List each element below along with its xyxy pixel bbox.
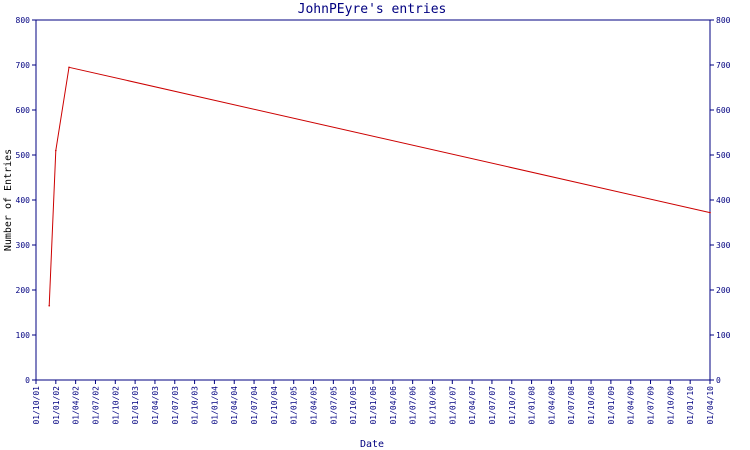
y-tick-label-left-2: 200 <box>16 286 31 295</box>
x-tick-label-3: 01/07/02 <box>91 386 100 425</box>
y-tick-label-right-5: 500 <box>716 151 731 160</box>
y-tick-label-left-5: 500 <box>16 151 31 160</box>
x-tick-label-22: 01/04/07 <box>468 386 477 425</box>
y-tick-label-right-2: 200 <box>716 286 731 295</box>
y-tick-label-left-6: 600 <box>16 106 31 115</box>
y-tick-label-right-8: 800 <box>716 16 731 25</box>
data-point-0-0 <box>48 304 51 307</box>
y-tick-label-left-3: 300 <box>16 241 31 250</box>
x-tick-label-32: 01/10/09 <box>666 386 675 425</box>
x-tick-label-8: 01/10/03 <box>191 386 200 425</box>
x-tick-label-10: 01/04/04 <box>230 386 239 425</box>
x-tick-label-14: 01/04/05 <box>310 386 319 425</box>
y-tick-label-left-1: 100 <box>16 331 31 340</box>
y-ticks-right: 0 100 200 300 400 500 600 700 800 <box>710 16 731 385</box>
x-tick-label-24: 01/10/07 <box>508 386 517 425</box>
x-tick-label-5: 01/01/03 <box>131 386 140 425</box>
y-tick-label-right-1: 100 <box>716 331 731 340</box>
x-tick-label-18: 01/04/06 <box>389 386 398 425</box>
x-tick-label-12: 01/10/04 <box>270 386 279 425</box>
x-tick-label-13: 01/01/05 <box>290 386 299 425</box>
x-tick-label-25: 01/01/08 <box>528 386 537 425</box>
x-tick-label-20: 01/10/06 <box>428 386 437 425</box>
x-tick-label-11: 01/07/04 <box>250 386 259 425</box>
y-axis-label: Number of Entries <box>3 149 14 251</box>
x-tick-label-30: 01/04/09 <box>627 386 636 425</box>
x-tick-label-16: 01/10/05 <box>349 386 358 425</box>
y-tick-label-left-4: 400 <box>16 196 31 205</box>
y-tick-label-right-6: 600 <box>716 106 731 115</box>
y-tick-label-right-3: 300 <box>716 241 731 250</box>
x-tick-label-21: 01/01/07 <box>448 386 457 425</box>
x-tick-label-34: 01/04/10 <box>706 386 715 425</box>
y-tick-label-right-4: 400 <box>716 196 731 205</box>
x-tick-label-27: 01/07/08 <box>567 386 576 425</box>
x-tick-label-31: 01/07/09 <box>647 386 656 425</box>
chart-title: JohnPEyre's entries <box>298 2 447 17</box>
y-tick-label-right-7: 700 <box>716 61 731 70</box>
series-layer <box>48 66 711 307</box>
x-tick-label-28: 01/10/08 <box>587 386 596 425</box>
series-line-0 <box>48 66 711 306</box>
x-tick-label-23: 01/07/07 <box>488 386 497 425</box>
y-tick-label-left-0: 0 <box>25 376 30 385</box>
plot-area <box>35 19 711 381</box>
x-tick-label-9: 01/01/04 <box>210 386 219 425</box>
x-tick-label-19: 01/07/06 <box>409 386 418 425</box>
y-tick-label-right-0: 0 <box>716 376 721 385</box>
x-tick-label-17: 01/01/06 <box>369 386 378 425</box>
x-tick-label-26: 01/04/08 <box>547 386 556 425</box>
x-ticks: 01/10/01 01/01/02 01/04/02 01/07/02 01/10/02… <box>32 380 715 425</box>
y-tick-label-left-7: 700 <box>16 61 31 70</box>
data-point-0-2 <box>68 66 70 69</box>
x-tick-label-4: 01/10/02 <box>111 386 120 425</box>
x-tick-label-15: 01/07/05 <box>329 386 338 425</box>
x-tick-label-0: 01/10/01 <box>32 386 41 425</box>
x-axis-label: Date <box>360 439 384 450</box>
data-point-0-1 <box>55 149 57 152</box>
x-tick-label-29: 01/01/09 <box>607 386 616 425</box>
x-tick-label-1: 01/01/02 <box>52 386 61 425</box>
x-tick-label-2: 01/04/02 <box>72 386 81 425</box>
y-ticks-left: 0 100 200 300 400 500 600 700 800 <box>16 16 36 385</box>
x-tick-label-33: 01/01/10 <box>686 386 695 425</box>
y-tick-label-left-8: 800 <box>16 16 31 25</box>
data-point-0-3 <box>709 211 711 214</box>
x-tick-label-7: 01/07/03 <box>171 386 180 425</box>
x-tick-label-6: 01/04/03 <box>151 386 160 425</box>
